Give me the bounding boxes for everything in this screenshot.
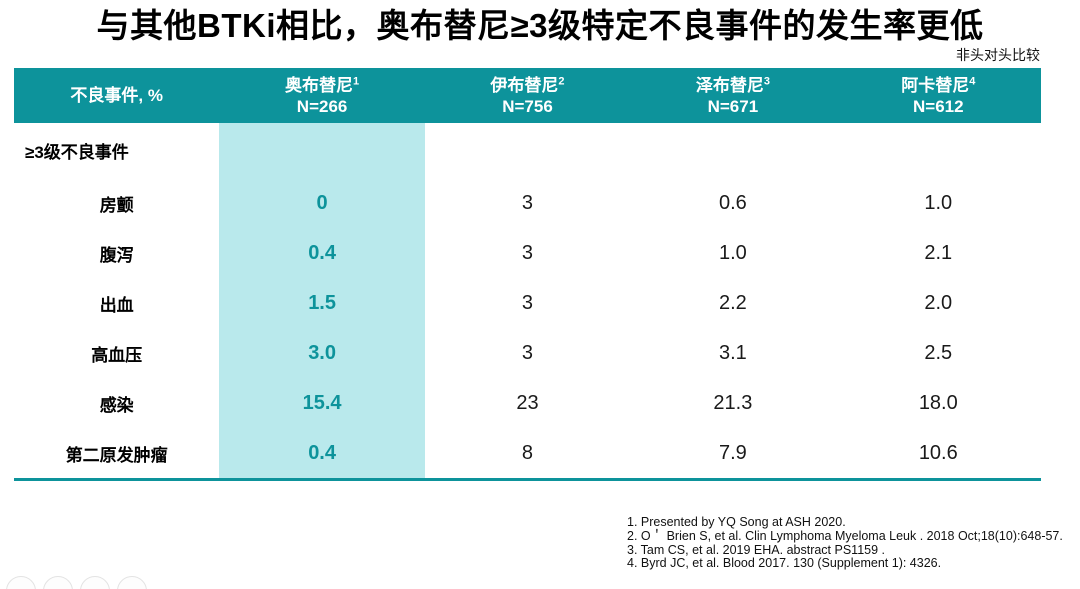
sample-size: N=612 bbox=[913, 96, 964, 116]
table-body: ≥3级不良事件房颤 0 3 0.6 1.0 腹泻 0.4 3 1.0 2.1 出血 1.5 3 2.2 2.… bbox=[14, 123, 1041, 478]
sample-size: N=671 bbox=[707, 96, 759, 116]
value-text: 0 bbox=[316, 191, 328, 214]
value-cell: 3.0 bbox=[219, 328, 425, 378]
value-cell: 3 bbox=[425, 278, 630, 328]
drug-name: 伊布替尼2 bbox=[490, 74, 565, 95]
column-header-drug-1: 奥布替尼1 N=266 bbox=[219, 68, 424, 123]
reference-superscript: 2 bbox=[558, 74, 565, 87]
section-empty-cell bbox=[425, 123, 630, 178]
row-label: 高血压 bbox=[91, 345, 143, 365]
section-empty-cell bbox=[630, 123, 835, 178]
table-row: 高血压 3.0 3 3.1 2.5 bbox=[14, 328, 1041, 378]
adverse-events-table: 不良事件, % 奥布替尼1 N=266 伊布替尼2 N=756 泽布替尼3 N=671 阿卡… bbox=[14, 68, 1041, 481]
column-header-drug-3: 泽布替尼3 N=671 bbox=[630, 68, 835, 123]
value-text: 0.4 bbox=[308, 241, 336, 264]
row-label: 感染 bbox=[99, 395, 134, 415]
table-row: 房颤 0 3 0.6 1.0 bbox=[14, 178, 1041, 228]
references: 1. Presented by YQ Song at ASH 2020. 2. O… bbox=[627, 515, 1063, 571]
value-text: 23 bbox=[516, 391, 539, 414]
value-text: 2.2 bbox=[718, 291, 747, 314]
value-cell: 15.4 bbox=[219, 378, 425, 428]
reference-line-3: 3. Tam CS, et al. 2019 EHA. abstract PS1… bbox=[627, 542, 886, 557]
value-text: 2.0 bbox=[924, 291, 953, 314]
section-header-label: ≥3级不良事件 bbox=[25, 143, 129, 162]
row-label: 第二原发肿瘤 bbox=[65, 445, 168, 465]
circle-button-icon[interactable] bbox=[6, 576, 36, 589]
sample-size: N=756 bbox=[502, 96, 553, 116]
value-cell: 2.2 bbox=[630, 278, 835, 328]
value-text: 18.0 bbox=[918, 391, 958, 414]
value-cell: 23 bbox=[425, 378, 630, 428]
value-text: 15.4 bbox=[302, 391, 342, 414]
value-cell: 1.0 bbox=[836, 178, 1041, 228]
reference-superscript: 4 bbox=[969, 74, 976, 87]
table-row: 腹泻 0.4 3 1.0 2.1 bbox=[14, 228, 1041, 278]
circle-button-icon[interactable] bbox=[43, 576, 73, 589]
drug-name: 阿卡替尼4 bbox=[901, 74, 976, 95]
value-text: 3.1 bbox=[718, 341, 747, 364]
value-cell: 18.0 bbox=[836, 378, 1041, 428]
value-cell: 2.0 bbox=[836, 278, 1041, 328]
reference-superscript: 1 bbox=[353, 74, 360, 87]
column-header-drug-2: 伊布替尼2 N=756 bbox=[425, 68, 630, 123]
reference-line-1: 1. Presented by YQ Song at ASH 2020. bbox=[627, 515, 846, 529]
value-text: 3 bbox=[521, 291, 534, 314]
value-cell: 3 bbox=[425, 178, 630, 228]
value-text: 0.4 bbox=[308, 441, 336, 464]
value-cell: 1.5 bbox=[219, 278, 425, 328]
value-cell: 0.4 bbox=[219, 428, 425, 478]
drug-name: 奥布替尼1 bbox=[285, 74, 360, 95]
sample-size: N=266 bbox=[296, 96, 348, 116]
slide-title: 与其他BTKi相比，奥布替尼≥3级特定不良事件的发生率更低 bbox=[96, 7, 984, 44]
reference-line-4: 4. Byrd JC, et al. Blood 2017. 130 (Supp… bbox=[627, 556, 942, 571]
row-label: 房颤 bbox=[99, 195, 134, 215]
value-cell: 2.5 bbox=[836, 328, 1041, 378]
value-text: 3.0 bbox=[308, 341, 336, 364]
value-cell: 3.1 bbox=[630, 328, 835, 378]
value-text: 3 bbox=[521, 241, 534, 264]
value-cell: 0.6 bbox=[630, 178, 835, 228]
value-text: 10.6 bbox=[918, 441, 958, 464]
column-header-adverse-event: 不良事件, % bbox=[70, 86, 163, 105]
value-text: 2.5 bbox=[924, 341, 953, 364]
value-cell: 3 bbox=[425, 328, 630, 378]
value-cell: 3 bbox=[425, 228, 630, 278]
value-cell: 10.6 bbox=[836, 428, 1041, 478]
value-text: 1.0 bbox=[718, 241, 747, 264]
table-section-row: ≥3级不良事件 bbox=[14, 123, 1041, 178]
value-cell: 21.3 bbox=[630, 378, 835, 428]
value-text: 0.6 bbox=[718, 191, 747, 214]
value-cell: 0 bbox=[219, 178, 425, 228]
value-cell: 0.4 bbox=[219, 228, 425, 278]
viewer-action-buttons bbox=[6, 576, 147, 589]
value-text: 8 bbox=[521, 441, 534, 464]
value-cell: 1.0 bbox=[630, 228, 835, 278]
table-row: 感染 15.4 23 21.3 18.0 bbox=[14, 378, 1041, 428]
value-text: 21.3 bbox=[713, 391, 753, 414]
value-text: 3 bbox=[521, 191, 534, 214]
drug-name: 泽布替尼3 bbox=[695, 74, 770, 95]
non-head-to-head-note: 非头对头比较 bbox=[956, 47, 1040, 63]
row-label: 腹泻 bbox=[99, 245, 134, 265]
value-text: 3 bbox=[521, 341, 534, 364]
reference-superscript: 3 bbox=[763, 74, 770, 87]
table-header-row: 不良事件, % 奥布替尼1 N=266 伊布替尼2 N=756 泽布替尼3 N=671 阿卡… bbox=[14, 68, 1041, 123]
value-text: 1.0 bbox=[924, 191, 953, 214]
value-text: 1.5 bbox=[308, 291, 336, 314]
value-text: 7.9 bbox=[718, 441, 747, 464]
column-header-drug-4: 阿卡替尼4 N=612 bbox=[836, 68, 1041, 123]
reference-line-2: 2. O＇ Brien S, et al. Clin Lymphoma Myel… bbox=[627, 528, 1063, 543]
section-empty-cell bbox=[836, 123, 1041, 178]
circle-button-icon[interactable] bbox=[117, 576, 147, 589]
value-cell: 2.1 bbox=[836, 228, 1041, 278]
circle-button-icon[interactable] bbox=[80, 576, 110, 589]
section-empty-cell bbox=[219, 123, 425, 178]
row-label: 出血 bbox=[99, 295, 134, 315]
value-cell: 8 bbox=[425, 428, 630, 478]
table-row: 出血 1.5 3 2.2 2.0 bbox=[14, 278, 1041, 328]
table-row: 第二原发肿瘤 0.4 8 7.9 10.6 bbox=[14, 428, 1041, 478]
value-cell: 7.9 bbox=[630, 428, 835, 478]
value-text: 2.1 bbox=[924, 241, 953, 264]
